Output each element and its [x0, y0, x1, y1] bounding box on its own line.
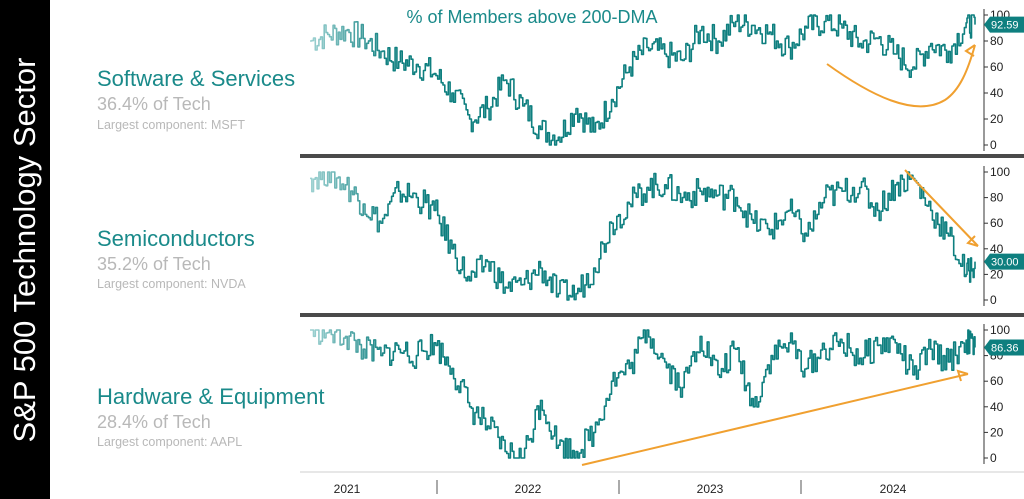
y-tick-label: 60	[990, 374, 1004, 388]
trend-arrow-head	[956, 369, 969, 382]
series-line	[310, 171, 976, 301]
y-tick-label: 0	[990, 293, 997, 307]
chart-title: % of Members above 200-DMA	[406, 7, 657, 27]
y-tick-label: 40	[990, 242, 1004, 256]
y-tick-label: 20	[990, 267, 1004, 281]
panel-separator	[300, 154, 1024, 158]
panel-separator	[300, 313, 1024, 317]
y-tick-label: 40	[990, 86, 1004, 100]
x-tick-label: 2023	[697, 482, 724, 496]
x-axis: 2021 2022 2023 2024	[334, 480, 907, 496]
x-tick-label: 2021	[334, 482, 361, 496]
y-tick-label: 20	[990, 425, 1004, 439]
last-value-badge	[984, 16, 1024, 33]
panels: 0 20 40 60 80 100 92.59 0 20 40 60 80 100 30.00 0 20 40 6…	[310, 8, 1024, 466]
y-tick-label: 0	[990, 451, 997, 465]
last-value-badge	[984, 253, 1024, 270]
last-value-badge	[984, 339, 1024, 356]
trend-arrow-head	[964, 44, 976, 57]
panel-share-semis: 35.2% of Tech	[97, 254, 211, 274]
trend-arrow	[581, 373, 969, 466]
panel-component-semis: Largest component: NVDA	[97, 277, 246, 291]
last-value-label: 92.59	[991, 20, 1019, 32]
y-tick-label: 100	[990, 165, 1010, 179]
y-tick-label: 100	[990, 323, 1010, 337]
panel-share-software: 36.4% of Tech	[97, 94, 211, 114]
y-tick-label: 60	[990, 216, 1004, 230]
y-tick-label: 80	[990, 34, 1004, 48]
trend-arrow	[904, 169, 979, 247]
series-line	[310, 329, 976, 459]
y-tick-label: 80	[990, 191, 1004, 205]
last-value-label: 86.36	[991, 342, 1019, 354]
y-tick-label: 40	[990, 400, 1004, 414]
x-tick-label: 2022	[515, 482, 542, 496]
sidebar: S&P 500 Technology Sector	[0, 0, 50, 499]
panel-1: 0 20 40 60 80 100 30.00	[310, 165, 1024, 307]
panel-share-hardware: 28.4% of Tech	[97, 412, 211, 432]
y-tick-label: 20	[990, 112, 1004, 126]
panel-title-hardware: Hardware & Equipment	[97, 384, 324, 409]
panel-component-software: Largest component: MSFT	[97, 118, 245, 132]
panel-title-semis: Semiconductors	[97, 226, 255, 251]
panel-component-hardware: Largest component: AAPL	[97, 435, 242, 449]
y-tick-label: 60	[990, 60, 1004, 74]
last-value-label: 30.00	[991, 257, 1019, 269]
y-tick-label: 0	[990, 138, 997, 152]
series-line	[310, 14, 976, 146]
x-tick-label: 2024	[880, 482, 907, 496]
trend-arrow	[826, 44, 976, 108]
panel-title-software: Software & Services	[97, 66, 295, 91]
trend-arrow-head	[966, 235, 979, 247]
